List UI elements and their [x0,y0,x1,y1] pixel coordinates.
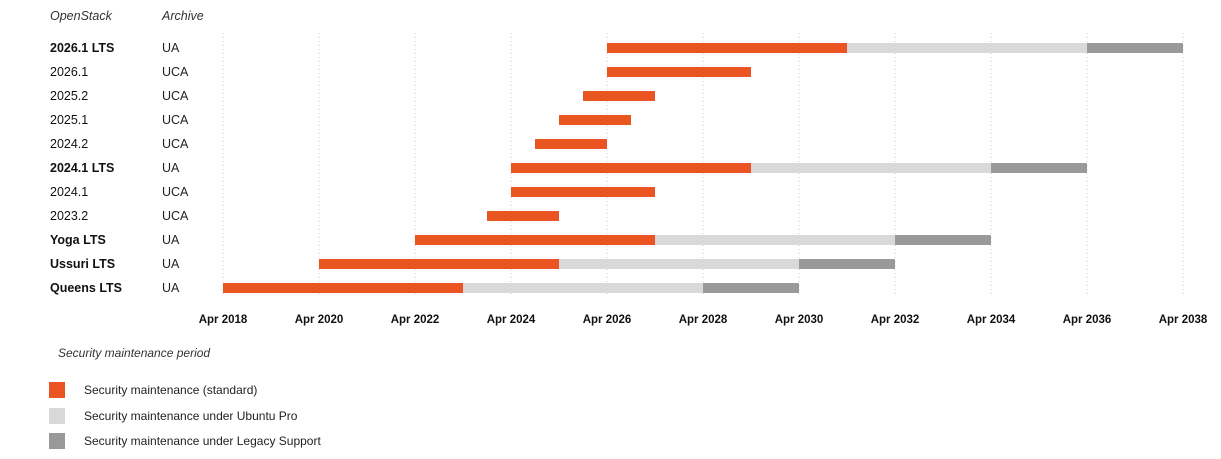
legend-label-legacy-support: Security maintenance under Legacy Suppor… [84,434,321,448]
openstack-column-header: OpenStack [50,9,112,23]
legend-swatch-ubuntu-pro [49,408,65,424]
bar-segment-standard [511,163,751,173]
archive-label: UA [162,161,180,175]
archive-column-header: Archive [162,9,204,23]
archive-label: UCA [162,113,189,127]
release-label: 2024.1 [50,185,88,199]
bar-segment-standard [487,211,559,221]
bar-segment-standard [559,115,631,125]
release-label: 2025.2 [50,89,88,103]
legend-swatch-legacy-support [49,433,65,449]
x-tick-label: Apr 2026 [583,314,632,326]
x-tick-label: Apr 2018 [199,314,248,326]
x-tick-label: Apr 2022 [391,314,440,326]
release-timeline-chart: Apr 2018 Apr 2020 Apr 2022 Apr 2024 Apr 2026… [50,33,1208,326]
release-label: 2025.1 [50,113,88,127]
x-axis-caption: Security maintenance period [58,346,211,360]
archive-label: UA [162,233,180,247]
bar-segment-legacy [895,235,991,245]
x-tick-label: Apr 2024 [487,314,536,326]
bar-segment-standard [535,139,607,149]
bar-segment-standard [607,43,847,53]
bar-segment-legacy [799,259,895,269]
release-label: 2026.1 [50,65,88,79]
bar-segment-standard [511,187,655,197]
archive-label: UCA [162,65,189,79]
legend-label-ubuntu-pro: Security maintenance under Ubuntu Pro [84,409,298,423]
release-label: 2023.2 [50,209,88,223]
x-tick-label: Apr 2032 [871,314,920,326]
archive-label: UA [162,41,180,55]
x-tick-label: Apr 2036 [1063,314,1112,326]
bar-segment-legacy [991,163,1087,173]
bar-segment-legacy [703,283,799,293]
release-label: 2024.2 [50,137,88,151]
bar-segment-standard [583,91,655,101]
bar-segment-standard [223,283,463,293]
bar-segment-pro [463,283,703,293]
archive-label: UCA [162,89,189,103]
release-label: Ussuri LTS [50,257,115,271]
bar-segment-pro [655,235,895,245]
archive-label: UCA [162,209,189,223]
release-label: 2024.1 LTS [50,161,114,175]
bar-segment-legacy [1087,43,1183,53]
archive-label: UA [162,281,180,295]
release-label: Queens LTS [50,281,122,295]
bar-segment-pro [751,163,991,173]
legend-swatch-standard [49,382,65,398]
legend-label-standard: Security maintenance (standard) [84,383,258,397]
release-label: 2026.1 LTS [50,41,114,55]
release-label: Yoga LTS [50,233,106,247]
bar-segment-standard [607,67,751,77]
x-tick-label: Apr 2020 [295,314,344,326]
bar-segment-standard [415,235,655,245]
x-tick-label: Apr 2030 [775,314,824,326]
bar-segment-pro [847,43,1087,53]
bar-segment-standard [319,259,559,269]
x-tick-label: Apr 2034 [967,314,1016,326]
archive-label: UA [162,257,180,271]
archive-label: UCA [162,137,189,151]
archive-label: UCA [162,185,189,199]
x-tick-label: Apr 2038 [1159,314,1208,326]
x-tick-label: Apr 2028 [679,314,728,326]
bar-segment-pro [559,259,799,269]
